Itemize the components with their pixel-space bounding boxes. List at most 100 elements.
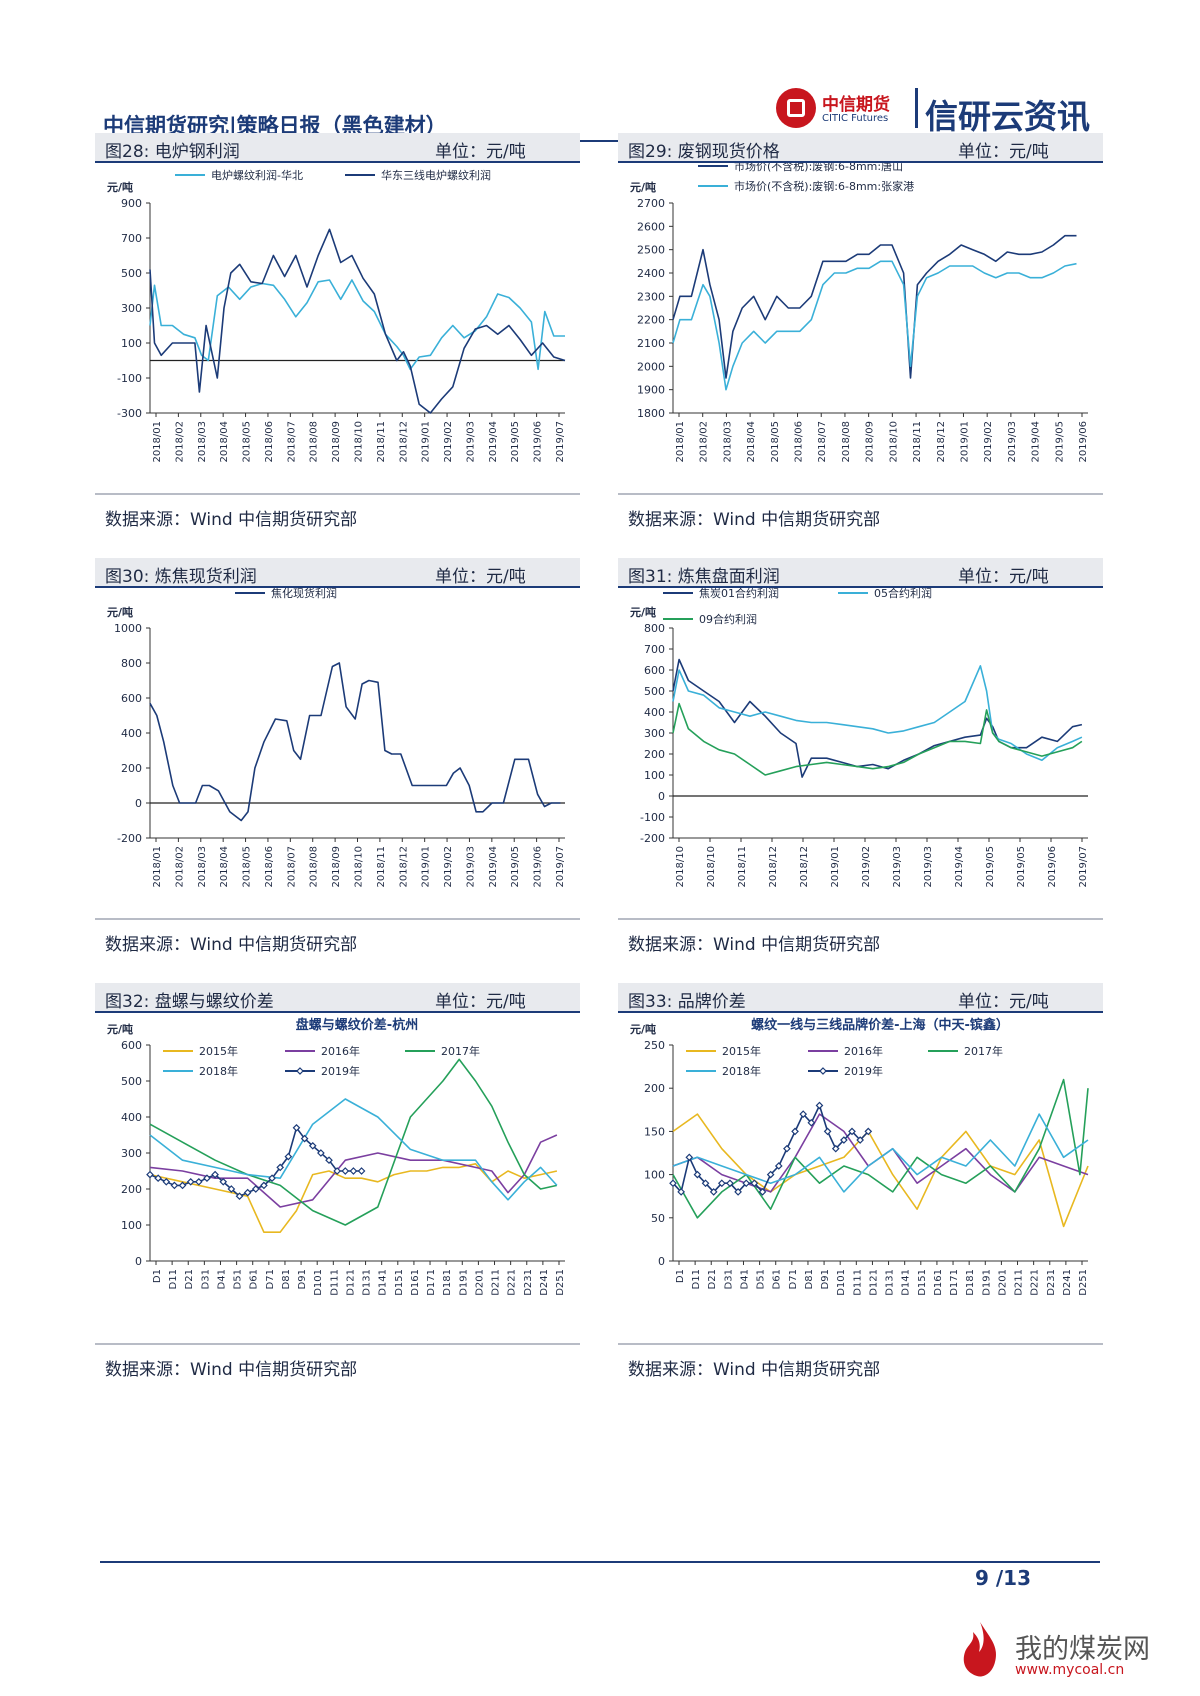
y-tick-label: 0 (658, 1255, 665, 1268)
legend-label: 2015年 (199, 1044, 238, 1058)
panel-title: 图29: 废钢现货价格 (628, 142, 780, 162)
x-tick-label: 2018/08 (841, 421, 852, 463)
x-tick-label: D141 (901, 1269, 912, 1296)
x-tick-label: 2019/03 (465, 421, 476, 463)
x-tick-label: D21 (184, 1269, 195, 1289)
x-tick-label: 2018/08 (309, 846, 320, 888)
legend-label: 2017年 (441, 1044, 480, 1058)
y-tick-label: 0 (135, 797, 142, 810)
series-point (284, 1152, 293, 1161)
legend-label: 2015年 (722, 1044, 761, 1058)
x-tick-label: D61 (249, 1269, 260, 1289)
x-tick-label: 2018/12 (799, 846, 810, 888)
legend-label: 华东三线电炉螺纹利润 (381, 168, 491, 182)
series-point (726, 1179, 734, 1188)
x-tick-label: 2019/04 (488, 846, 499, 888)
series-point (349, 1167, 358, 1175)
legend-marker (819, 1067, 827, 1075)
series-line (672, 234, 1077, 379)
x-tick-label: D111 (329, 1269, 340, 1296)
y-tick-label: -200 (117, 832, 142, 845)
chart-29: 元/吨 1800 1900 2000 2100 2200 2300 2400 2500 2600 2… (630, 163, 1089, 463)
x-tick-label: 2018/04 (219, 846, 230, 888)
series-point (300, 1134, 309, 1143)
x-tick-label: 2018/01 (152, 421, 163, 463)
legend-label: 2019年 (321, 1064, 360, 1078)
x-tick-label: 2018/02 (174, 421, 185, 463)
x-tick-label: D101 (313, 1269, 324, 1296)
x-tick-label: D121 (345, 1269, 356, 1296)
y-tick-label: -100 (117, 372, 142, 385)
x-tick-label: D51 (756, 1269, 767, 1289)
x-tick-label: 2019/06 (1078, 421, 1089, 463)
x-tick-label: 2018/06 (264, 421, 275, 463)
chart-31: 元/吨 -200 -100 0 100 200 300 400 500 600 700 800 2018… (630, 588, 1089, 888)
x-tick-label: 2019/02 (861, 846, 872, 888)
x-tick-label: 2018/10 (706, 846, 717, 888)
y-tick-label: 700 (121, 232, 142, 245)
y-tick-label: 2500 (637, 244, 665, 257)
y-tick-label: 2200 (637, 314, 665, 327)
x-tick-label: D121 (868, 1269, 879, 1296)
panel-title-bar: 图32: 盘螺与螺纹价差 单位：元/吨 (95, 983, 580, 1013)
x-tick-label: 2018/01 (152, 846, 163, 888)
panel-unit: 单位：元/吨 (958, 567, 1049, 587)
y-tick-label: 200 (644, 1082, 665, 1095)
legend-label: 2016年 (844, 1044, 883, 1058)
x-tick-label: 2018/11 (376, 846, 387, 888)
series-line (672, 1113, 1089, 1193)
data-source: 数据来源：Wind 中信期货研究部 (628, 510, 881, 530)
series-point (341, 1167, 350, 1175)
series-point (693, 1170, 702, 1179)
series-point (669, 1179, 677, 1188)
logo-separator (915, 88, 918, 128)
y-tick-label: 2700 (637, 197, 665, 210)
x-tick-label: D71 (265, 1269, 276, 1289)
y-tick-label: 300 (121, 1147, 142, 1160)
legend-label: 焦化现货利润 (271, 588, 337, 600)
y-tick-label: 250 (644, 1039, 665, 1052)
x-tick-label: D221 (507, 1269, 518, 1296)
y-axis-unit: 元/吨 (107, 1022, 133, 1036)
y-tick-label: 600 (644, 664, 665, 677)
panel-unit: 单位：元/吨 (435, 142, 526, 162)
x-tick-label: D181 (965, 1269, 976, 1296)
series-point (235, 1192, 244, 1201)
y-axis-unit: 元/吨 (630, 605, 656, 619)
legend-label: 2017年 (964, 1044, 1003, 1058)
page-number: 9 /13 (975, 1566, 1032, 1590)
x-tick-label: 2018/03 (197, 846, 208, 888)
panel-title-bar: 图29: 废钢现货价格 单位：元/吨 (618, 133, 1103, 163)
flame-logo-icon (963, 1622, 996, 1677)
x-tick-label: 2019/03 (1007, 421, 1018, 463)
logo-cn: 中信期货 (822, 95, 890, 115)
x-tick-label: 2018/10 (675, 846, 686, 888)
series-point (823, 1127, 832, 1136)
x-tick-label: D231 (1046, 1269, 1057, 1296)
y-tick-label: 200 (121, 1183, 142, 1196)
x-tick-label: 2018/08 (309, 421, 320, 463)
panel-title: 图31: 炼焦盘面利润 (628, 567, 780, 587)
y-tick-label: 2600 (637, 220, 665, 233)
x-tick-label: 2019/01 (959, 421, 970, 463)
x-tick-label: 2019/05 (510, 421, 521, 463)
y-tick-label: 800 (644, 622, 665, 635)
citic-logo-icon (776, 88, 816, 128)
x-tick-label: 2018/03 (197, 421, 208, 463)
series-line (149, 662, 561, 822)
logo-en: CITIC Futures (822, 113, 889, 124)
y-tick-label: 0 (135, 1255, 142, 1268)
brand-name: 信研云资讯 (925, 97, 1090, 136)
y-tick-label: 600 (121, 1039, 142, 1052)
x-tick-label: 2019/04 (954, 846, 965, 888)
series-point (799, 1110, 808, 1118)
chart-title: 螺纹一线与三线品牌价差-上海（中天-镔鑫） (751, 1017, 1009, 1033)
series-point (685, 1153, 694, 1162)
y-tick-label: 300 (121, 302, 142, 315)
x-tick-label: D41 (739, 1269, 750, 1289)
legend-label: 电炉螺纹利润-华北 (211, 168, 303, 182)
x-tick-label: 2018/12 (398, 846, 409, 888)
panel-unit: 单位：元/吨 (958, 142, 1049, 162)
series-point (162, 1177, 171, 1186)
x-tick-label: D171 (949, 1269, 960, 1296)
